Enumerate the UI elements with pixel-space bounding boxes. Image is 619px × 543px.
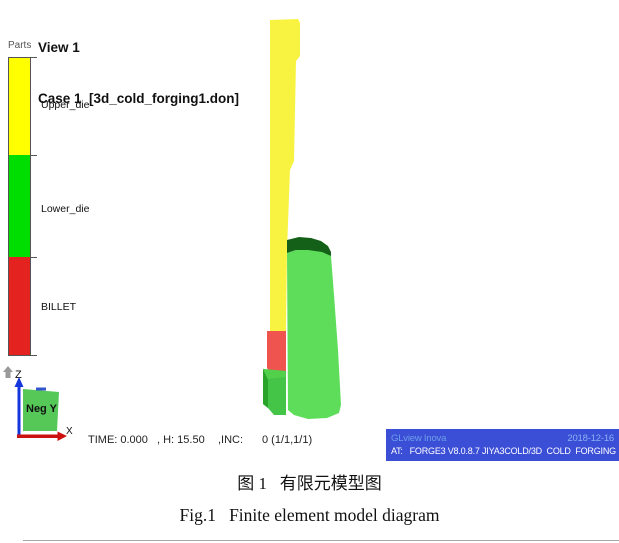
legend-label-upper-die: Upper_die — [41, 99, 90, 111]
banner-date: 2018-12-16 — [567, 433, 614, 444]
view-plane-label: Neg Y — [26, 403, 58, 415]
lower-die-block-top-bevel — [263, 369, 286, 379]
lower-die-solid — [287, 249, 341, 419]
axis-z-label: Z — [15, 369, 22, 381]
billet-solid — [267, 331, 286, 371]
lower-die-block-front — [263, 369, 286, 415]
case-title: Case 1 [3d_cold_forging1.don] — [38, 91, 240, 106]
legend-swatch-lower-die — [9, 155, 30, 257]
legend-label-billet: BILLET — [41, 301, 77, 313]
figure-caption-zh: 图 1 有限元模型图 — [237, 474, 382, 493]
status-time: TIME: 0.000 — [88, 434, 148, 446]
legend-swatch-upper-die — [9, 58, 30, 155]
status-inc-label: ,INC: — [218, 434, 244, 446]
legend-tick — [31, 155, 37, 156]
axis-x-arrowhead — [57, 431, 67, 441]
axis-z-arrow — [17, 385, 21, 436]
legend-tick — [31, 257, 37, 258]
lower-die-top-face — [287, 237, 331, 256]
status-height: , H: 15.50 — [157, 434, 205, 446]
lower-die-block-left-face — [263, 369, 268, 408]
legend-label-lower-die: Lower_die — [41, 203, 90, 215]
axis-x-label: X — [66, 426, 73, 437]
figure-caption-en: Fig.1 Finite element model diagram — [179, 505, 440, 525]
legend-tick — [31, 57, 37, 58]
view-plane-mark — [36, 387, 46, 391]
status-inc-value: 0 (1/1,1/1) — [262, 434, 313, 446]
axis-z-arrowhead — [14, 377, 24, 387]
software-banner: GLview Inova 2018-12-16 AT: FORGE3 V8.0.… — [386, 429, 619, 461]
banner-info: AT: FORGE3 V8.0.8.7 JIYA3COLD/3D COLD FO… — [391, 446, 616, 456]
axis-x-arrow — [17, 434, 59, 438]
viewport-header: View 1 Case 1 [3d_cold_forging1.don] — [38, 5, 239, 141]
legend-title: Parts — [8, 40, 32, 51]
view-title: View 1 — [38, 40, 80, 55]
home-arrow-icon — [3, 366, 13, 378]
page-rule — [23, 540, 619, 541]
parts-legend-bar — [8, 57, 31, 356]
view-plane — [23, 389, 59, 431]
legend-swatch-billet — [9, 257, 30, 355]
upper-die-solid — [270, 19, 300, 331]
app-name: GLview Inova — [391, 433, 447, 444]
legend-tick — [31, 355, 37, 356]
